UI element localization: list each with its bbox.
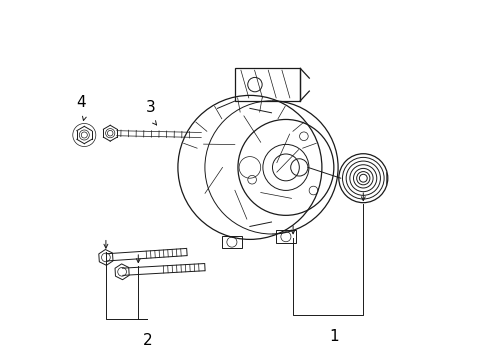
Text: 4: 4 bbox=[76, 95, 85, 110]
Text: 3: 3 bbox=[146, 100, 156, 115]
Text: 1: 1 bbox=[329, 329, 339, 345]
Text: 2: 2 bbox=[142, 333, 152, 348]
